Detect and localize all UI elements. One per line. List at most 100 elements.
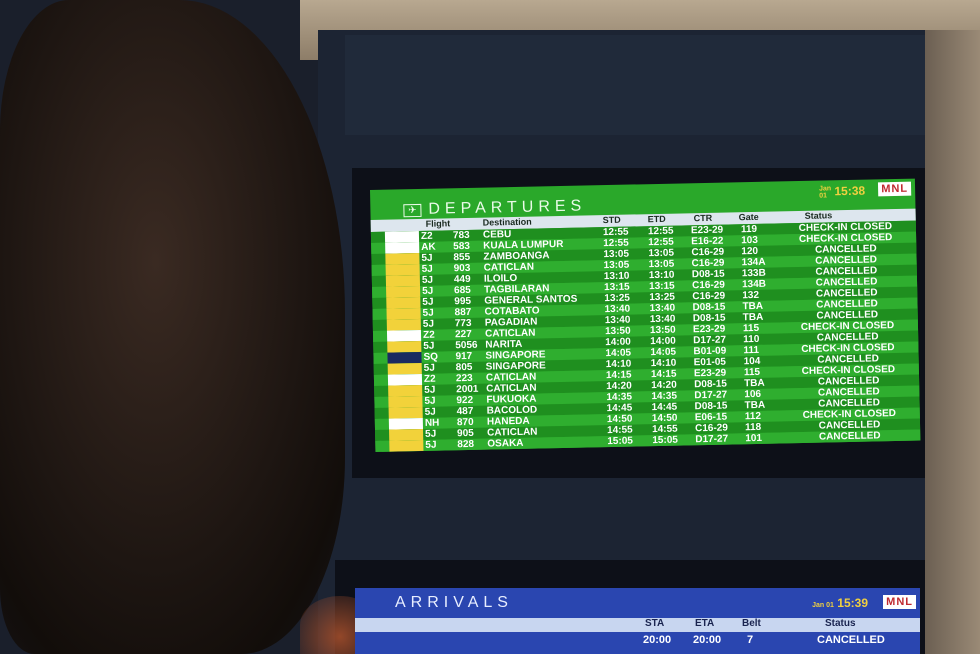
flight-code: SQ — [423, 351, 439, 363]
airline-logo — [386, 318, 421, 331]
airline-logo — [388, 395, 423, 408]
flight-num: 903 — [453, 262, 471, 275]
flight-gate: 101 — [745, 432, 763, 445]
col-ctr: CTR — [693, 212, 713, 224]
flight-std: 13:40 — [604, 314, 631, 327]
flight-gate: 133B — [741, 267, 766, 280]
flight-etd: 14:15 — [650, 368, 677, 381]
flight-code: Z2 — [420, 230, 433, 242]
flight-code: 5J — [425, 439, 437, 451]
flight-std: 13:15 — [603, 281, 630, 294]
flight-ctr: E23-29 — [690, 224, 724, 237]
airline-logo — [387, 373, 423, 386]
flight-num: 223 — [455, 372, 473, 385]
airline-logo — [386, 329, 422, 342]
col-gate: Gate — [738, 211, 759, 223]
blurred-person-head — [0, 0, 345, 654]
flight-code: 5J — [424, 395, 436, 407]
arrivals-header: STA ETA Belt Status — [355, 618, 920, 632]
col-eta: ETA — [695, 618, 715, 629]
flight-ctr: D08-15 — [694, 378, 728, 391]
flight-gate: TBA — [744, 399, 766, 412]
flight-std: 14:10 — [605, 358, 632, 371]
col-std: STD — [602, 214, 621, 226]
flight-num: 773 — [454, 317, 472, 330]
flight-num: 805 — [455, 361, 473, 374]
flight-dest: OSAKA — [487, 437, 524, 450]
arrivals-board: ARRIVALS Jan 01 15:39 MNL STA ETA Belt S… — [355, 588, 920, 654]
flight-gate: 120 — [741, 245, 759, 258]
flight-ctr: C16-29 — [692, 290, 726, 303]
flight-dest: HANEDA — [486, 415, 530, 428]
flight-ctr: D08-15 — [692, 312, 726, 325]
flight-num: 828 — [457, 438, 475, 451]
flight-etd: 13:50 — [649, 324, 676, 337]
airline-logo — [385, 241, 420, 254]
col-flight: Flight — [425, 218, 451, 229]
airline-logo — [386, 285, 421, 298]
flight-num: 449 — [453, 273, 471, 286]
arrivals-title: ARRIVALS — [395, 594, 513, 611]
flight-ctr: D08-15 — [692, 301, 726, 314]
flight-code: 5J — [421, 274, 434, 286]
flight-dest: ILOILO — [483, 272, 518, 285]
col-destination: Destination — [482, 216, 532, 228]
flight-ctr: C16-29 — [691, 257, 725, 270]
arrivals-clock: Jan 01 15:39 — [812, 596, 868, 610]
flight-etd: 14:45 — [651, 401, 678, 414]
departing-plane-icon: ✈ — [403, 203, 422, 218]
airline-logo — [387, 351, 422, 364]
flight-std: 14:15 — [605, 369, 632, 382]
flight-etd: 14:00 — [650, 335, 676, 348]
flight-ctr: D08-15 — [691, 268, 725, 281]
flight-std: 15:05 — [607, 435, 634, 448]
flight-num: 855 — [453, 251, 471, 264]
flight-ctr: D17-27 — [695, 433, 729, 446]
flight-std: 14:35 — [606, 391, 633, 404]
airline-logo — [387, 340, 422, 353]
col-status: Status — [804, 210, 833, 221]
flight-gate: TBA — [744, 377, 765, 390]
flight-code: Z2 — [423, 373, 436, 385]
flight-ctr: E23-29 — [692, 323, 726, 336]
flight-gate: 106 — [744, 388, 762, 401]
flight-etd: 14:20 — [651, 379, 677, 392]
flight-num: 227 — [454, 328, 472, 341]
flight-std: 13:10 — [603, 270, 630, 283]
flight-gate: 132 — [742, 289, 760, 302]
flight-dest: NARITA — [485, 338, 523, 351]
flight-ctr: E01-05 — [693, 356, 727, 369]
airline-logo — [388, 384, 423, 397]
flight-std: 14:20 — [606, 380, 632, 393]
airline-logo — [385, 263, 420, 276]
flight-etd: 14:10 — [650, 357, 677, 370]
flight-num: 922 — [456, 394, 474, 407]
flight-ctr: C16-29 — [694, 422, 728, 435]
flight-std: 13:25 — [604, 292, 631, 305]
cabinet-top-panel — [345, 35, 930, 135]
flight-code: AK — [421, 241, 436, 253]
flight-gate: 112 — [744, 410, 762, 423]
airline-logo — [386, 307, 421, 320]
arrivals-mnl-logo: MNL — [883, 595, 916, 609]
flight-gate: 134B — [741, 278, 767, 291]
flight-ctr: E16-22 — [691, 235, 724, 248]
flight-etd: 14:55 — [651, 423, 678, 436]
flight-gate: 119 — [740, 223, 758, 236]
flight-num: 583 — [453, 240, 471, 253]
arrival-eta: 20:00 — [693, 634, 722, 646]
airline-logo — [387, 362, 422, 375]
flight-std: 12:55 — [602, 226, 629, 239]
arrival-belt: 7 — [747, 634, 754, 646]
flight-std: 13:05 — [603, 259, 630, 272]
flight-code: 5J — [421, 252, 433, 264]
flight-num: 905 — [457, 427, 474, 440]
flight-num: 2001 — [456, 383, 479, 396]
flight-num: 887 — [454, 306, 472, 319]
flight-etd: 13:05 — [648, 247, 675, 260]
flight-code: 5J — [422, 307, 434, 319]
flight-gate: 115 — [742, 322, 760, 335]
flight-code: 5J — [422, 318, 435, 330]
col-sta: STA — [645, 618, 665, 629]
flight-etd: 14:50 — [651, 412, 678, 425]
